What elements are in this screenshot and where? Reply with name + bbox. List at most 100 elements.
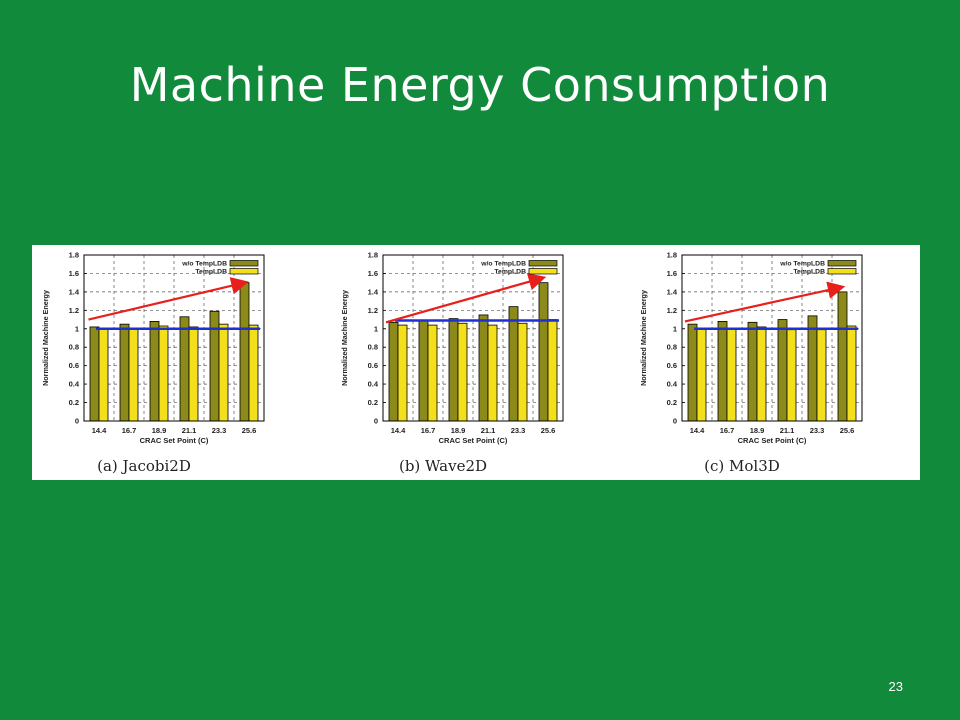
x-axis-title: CRAC Set Point (C) [140, 436, 209, 445]
y-tick-label: 1.6 [69, 269, 79, 278]
bar-templdb [218, 323, 229, 422]
x-tick-label: 16.7 [122, 426, 137, 435]
y-tick-label: 1 [75, 324, 79, 333]
bar-templdb [427, 324, 438, 422]
bar-templdb [846, 325, 857, 422]
x-axis-title: CRAC Set Point (C) [738, 436, 807, 445]
plot-frame [681, 254, 863, 422]
bar-templdb [696, 328, 707, 422]
y-tick-label: 0.4 [368, 380, 379, 389]
y-tick-label: 1.2 [69, 306, 79, 315]
y-tick-label: 1 [374, 324, 378, 333]
trend-arrow [684, 281, 846, 323]
legend-swatch [229, 268, 259, 275]
y-tick-label: 0.2 [368, 398, 378, 407]
bar-without-templdb [89, 326, 100, 422]
chart-caption: (a) Jacobi2D [97, 457, 191, 475]
y-tick-label: 1.8 [667, 251, 677, 260]
bar-without-templdb [388, 321, 399, 422]
x-tick-label: 25.6 [242, 426, 257, 435]
chart-2: 0 0.2 0.4 0.6 0.8 1 1.2 1.4 1.6 1.8 14.4 16.7 18.9 21… [340, 251, 564, 475]
legend-label: TempLDB [195, 269, 227, 276]
x-tick-label: 18.9 [750, 426, 765, 435]
y-tick-label: 1.8 [368, 251, 378, 260]
bar-without-templdb [508, 306, 519, 422]
y-tick-label: 1.6 [667, 269, 677, 278]
legend-label: TempLDB [793, 269, 825, 276]
page-number: 23 [888, 679, 903, 694]
bar-templdb [816, 329, 827, 422]
legend-swatch [229, 260, 259, 267]
slide-title: Machine Energy Consumption [129, 58, 831, 112]
bar-without-templdb [687, 323, 698, 422]
y-tick-label: 0.6 [69, 361, 79, 370]
legend-label: TempLDB [494, 269, 526, 276]
bar-without-templdb [448, 318, 459, 422]
bar-without-templdb [777, 319, 788, 422]
y-tick-label: 0.2 [69, 398, 79, 407]
y-tick-label: 0.2 [667, 398, 677, 407]
y-tick-label: 0.6 [667, 361, 677, 370]
legend-swatch [827, 268, 857, 275]
x-tick-label: 16.7 [421, 426, 436, 435]
bar-without-templdb [239, 282, 250, 422]
chart-3: 0 0.2 0.4 0.6 0.8 1 1.2 1.4 1.6 1.8 14.4 16.7 18.9 21… [639, 251, 863, 475]
y-axis-title: Normalized Machine Energy [340, 290, 349, 386]
y-tick-label: 0.8 [667, 343, 677, 352]
x-tick-label: 16.7 [720, 426, 735, 435]
x-tick-label: 25.6 [840, 426, 855, 435]
bar-without-templdb [418, 320, 429, 422]
bar-templdb [98, 328, 109, 422]
y-tick-label: 0 [374, 417, 378, 426]
bar-without-templdb [538, 282, 549, 422]
x-axis-title: CRAC Set Point (C) [439, 436, 508, 445]
bar-templdb [397, 324, 408, 422]
y-tick-label: 1.6 [368, 269, 378, 278]
y-tick-label: 0 [673, 417, 677, 426]
y-tick-label: 1 [673, 324, 677, 333]
bar-without-templdb [747, 321, 758, 422]
bar-without-templdb [149, 321, 160, 422]
chart-caption: (b) Wave2D [399, 457, 487, 475]
y-axis-title: Normalized Machine Energy [639, 290, 648, 386]
bar-templdb [547, 319, 558, 422]
y-tick-label: 0.4 [69, 380, 80, 389]
bar-without-templdb [119, 323, 130, 422]
legend-swatch [528, 268, 558, 275]
trend-arrow [385, 273, 547, 324]
bar-templdb [248, 324, 259, 422]
legend-label: w/o TempLDB [181, 261, 227, 268]
x-tick-label: 18.9 [451, 426, 466, 435]
x-tick-label: 23.3 [810, 426, 825, 435]
legend-swatch [827, 260, 857, 267]
y-tick-label: 0 [75, 417, 79, 426]
y-tick-label: 0.8 [368, 343, 378, 352]
legend-label: w/o TempLDB [480, 261, 526, 268]
x-tick-label: 21.1 [481, 426, 496, 435]
y-tick-label: 0.4 [667, 380, 678, 389]
plot-frame [382, 254, 564, 422]
x-tick-label: 18.9 [152, 426, 167, 435]
bar-templdb [726, 328, 737, 422]
legend-label: w/o TempLDB [779, 261, 825, 268]
bar-without-templdb [807, 315, 818, 422]
x-tick-label: 23.3 [511, 426, 526, 435]
figure-panel: 0 0.2 0.4 0.6 0.8 1 1.2 1.4 1.6 1.8 14.4 16.7 18.9 21… [32, 245, 920, 480]
chart-caption: (c) Mol3D [704, 457, 780, 475]
y-tick-label: 0.8 [69, 343, 79, 352]
bar-templdb [517, 322, 528, 422]
bar-templdb [128, 328, 139, 422]
x-tick-label: 25.6 [541, 426, 556, 435]
bar-templdb [457, 322, 468, 422]
x-tick-label: 14.4 [690, 426, 705, 435]
y-tick-label: 1.4 [667, 287, 678, 296]
x-tick-label: 14.4 [92, 426, 107, 435]
y-tick-label: 0.6 [368, 361, 378, 370]
x-tick-label: 21.1 [780, 426, 795, 435]
bar-templdb [188, 326, 199, 422]
x-tick-label: 23.3 [212, 426, 227, 435]
bar-templdb [756, 326, 767, 422]
x-tick-label: 21.1 [182, 426, 197, 435]
bar-templdb [487, 324, 498, 422]
chart-1: 0 0.2 0.4 0.6 0.8 1 1.2 1.4 1.6 1.8 14.4 16.7 18.9 21… [41, 251, 265, 475]
